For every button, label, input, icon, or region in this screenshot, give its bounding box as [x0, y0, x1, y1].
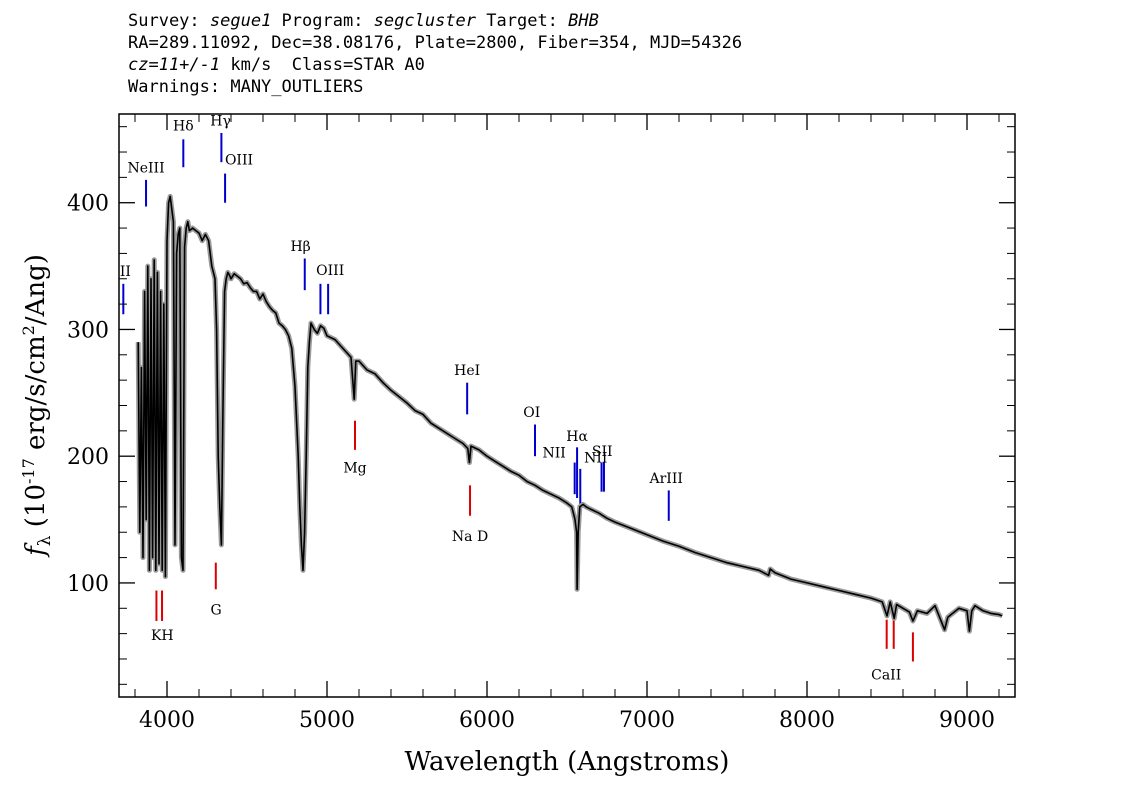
x-tick-label: 9000 [939, 708, 995, 733]
line-marker-label: OI [523, 405, 540, 421]
class-text: km/s Class=STAR A0 [220, 55, 425, 75]
survey-value: segue1 [209, 11, 272, 31]
line-marker-label: II [120, 264, 131, 280]
line-marker-label: NII [543, 445, 566, 461]
x-tick-label: 6000 [459, 708, 515, 733]
x-axis-label: Wavelength (Angstroms) [405, 747, 730, 777]
line-marker-label: Hβ [290, 239, 310, 255]
line-marker-label: Hα [566, 429, 588, 445]
spectrum-header: Survey: segue1 Program: segcluster Targe… [128, 10, 742, 98]
target-label: Target: [476, 11, 569, 31]
line-marker-label: ArIII [648, 471, 682, 487]
x-tick-label: 8000 [779, 708, 835, 733]
spectrum-line [137, 195, 1003, 632]
line-marker-label: K [151, 628, 162, 644]
x-tick-label: 4000 [139, 708, 195, 733]
line-markers [122, 133, 914, 662]
program-label: Program: [271, 11, 374, 31]
y-tick-label: 400 [67, 192, 109, 217]
header-line-4: Warnings: MANY_OUTLIERS [128, 77, 364, 97]
survey-label: Survey: [128, 11, 210, 31]
plot-frame [118, 113, 1016, 698]
line-marker-label: Na D [452, 529, 488, 545]
y-tick-label: 100 [67, 572, 109, 597]
line-marker-label: Mg [343, 461, 366, 477]
line-marker-label: HeI [454, 363, 480, 379]
y-tick-label: 300 [67, 318, 109, 343]
line-marker-label: OIII [225, 153, 253, 169]
axis-ticks: 4000 5000 6000 7000 8000 9000 100 200 300 400 [67, 114, 1015, 733]
header-line-1: Survey: segue1 Program: segcluster Targe… [128, 10, 742, 32]
header-line-2: RA=289.11092, Dec=38.08176, Plate=2800, … [128, 33, 743, 53]
target-value: BHB [568, 11, 599, 31]
program-value: segcluster [373, 11, 477, 31]
y-tick-label: 200 [67, 445, 109, 470]
line-marker-label: Hγ [210, 113, 231, 129]
line-marker-label: NII [584, 451, 607, 467]
error-band [135, 193, 1004, 634]
line-marker-label: G [211, 603, 222, 619]
line-marker-label: CaII [871, 667, 901, 683]
line-marker-label: H [161, 628, 173, 644]
x-tick-label: 5000 [299, 708, 355, 733]
header-line-3: cz=11+/-1 km/s Class=STAR A0 [128, 54, 742, 76]
line-marker-label: SII [592, 444, 613, 460]
y-axis-label: fλ (10-17 erg/s/cm2/Ang) [19, 254, 55, 558]
line-marker-label: NeIII [127, 160, 164, 176]
redshift-value: cz=11+/-1 [128, 55, 221, 75]
line-marker-label: Hδ [173, 118, 194, 134]
x-tick-label: 7000 [619, 708, 675, 733]
line-marker-label: OIII [316, 263, 344, 279]
